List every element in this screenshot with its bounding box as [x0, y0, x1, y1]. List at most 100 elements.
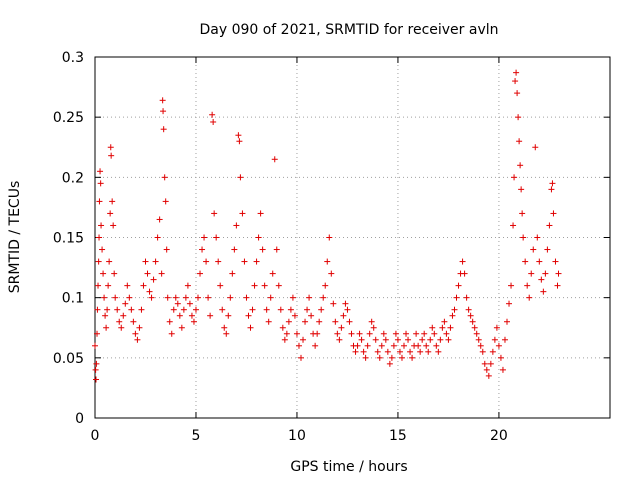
data-point	[277, 306, 284, 313]
data-point	[326, 234, 333, 241]
data-point	[168, 330, 175, 337]
data-point	[223, 330, 230, 337]
data-point	[493, 324, 500, 331]
data-point	[435, 348, 442, 355]
data-point	[160, 108, 167, 115]
data-point	[197, 270, 204, 277]
data-point	[423, 342, 430, 349]
data-point	[306, 294, 313, 301]
data-point	[227, 294, 234, 301]
data-point	[330, 300, 337, 307]
data-point	[257, 210, 264, 217]
data-point	[316, 318, 323, 325]
data-point	[174, 300, 181, 307]
data-point	[251, 282, 258, 289]
data-point	[215, 258, 222, 265]
data-points	[92, 69, 562, 383]
data-point	[441, 318, 448, 325]
data-point	[403, 330, 410, 337]
data-point	[378, 342, 385, 349]
data-point	[156, 216, 163, 223]
data-point	[94, 330, 101, 337]
data-point	[483, 366, 490, 373]
data-point	[154, 234, 161, 241]
data-point	[522, 258, 529, 265]
data-point	[344, 306, 351, 313]
data-point	[160, 126, 167, 133]
data-point	[358, 336, 365, 343]
data-point	[342, 300, 349, 307]
data-point	[491, 336, 498, 343]
data-point	[203, 258, 210, 265]
data-point	[109, 198, 116, 205]
data-point	[366, 330, 373, 337]
data-point	[289, 294, 296, 301]
x-axis-label: GPS time / hours	[290, 459, 407, 475]
data-point	[161, 174, 168, 181]
data-point	[469, 318, 476, 325]
data-point	[275, 282, 282, 289]
data-point	[239, 210, 246, 217]
data-point	[431, 330, 438, 337]
data-point	[92, 366, 99, 373]
data-point	[461, 270, 468, 277]
data-point	[97, 180, 104, 187]
data-point	[340, 312, 347, 319]
x-tick-label: 0	[91, 428, 100, 444]
data-point	[159, 97, 166, 104]
data-point	[439, 324, 446, 331]
data-point	[221, 324, 228, 331]
x-tick-label: 10	[288, 428, 306, 444]
data-point	[376, 354, 383, 361]
data-point	[97, 168, 104, 175]
data-point	[465, 306, 472, 313]
data-point	[211, 210, 218, 217]
data-point	[236, 138, 243, 145]
data-point	[229, 270, 236, 277]
data-point	[314, 330, 321, 337]
data-point	[417, 348, 424, 355]
data-point	[128, 306, 135, 313]
data-point	[105, 282, 112, 289]
data-point	[354, 342, 361, 349]
data-point	[511, 174, 518, 181]
data-point	[519, 210, 526, 217]
data-point	[517, 162, 524, 169]
data-point	[304, 306, 311, 313]
data-point	[138, 306, 145, 313]
x-tick-label: 20	[490, 428, 508, 444]
data-point	[530, 246, 537, 253]
data-point	[98, 222, 105, 229]
data-point	[390, 342, 397, 349]
data-point	[217, 282, 224, 289]
data-point	[253, 258, 260, 265]
data-point	[516, 138, 523, 145]
data-point	[107, 210, 114, 217]
data-point	[263, 306, 270, 313]
data-point	[100, 270, 107, 277]
data-point	[101, 294, 108, 301]
data-point	[360, 348, 367, 355]
data-point	[449, 312, 456, 319]
data-point	[95, 282, 102, 289]
data-point	[401, 342, 407, 349]
data-point	[534, 234, 541, 241]
y-tick-label: 0.3	[62, 50, 84, 66]
data-point	[437, 336, 444, 343]
data-point	[388, 354, 395, 361]
data-point	[120, 312, 127, 319]
data-point	[180, 306, 187, 313]
data-point	[249, 306, 256, 313]
data-point	[370, 324, 377, 331]
data-point	[504, 318, 510, 325]
data-point	[554, 282, 561, 289]
data-point	[291, 312, 298, 319]
data-point	[126, 294, 133, 301]
data-point	[372, 336, 379, 343]
data-point	[112, 294, 119, 301]
data-point	[473, 330, 480, 337]
data-point	[107, 144, 114, 151]
data-point	[320, 294, 327, 301]
data-point	[415, 342, 422, 349]
